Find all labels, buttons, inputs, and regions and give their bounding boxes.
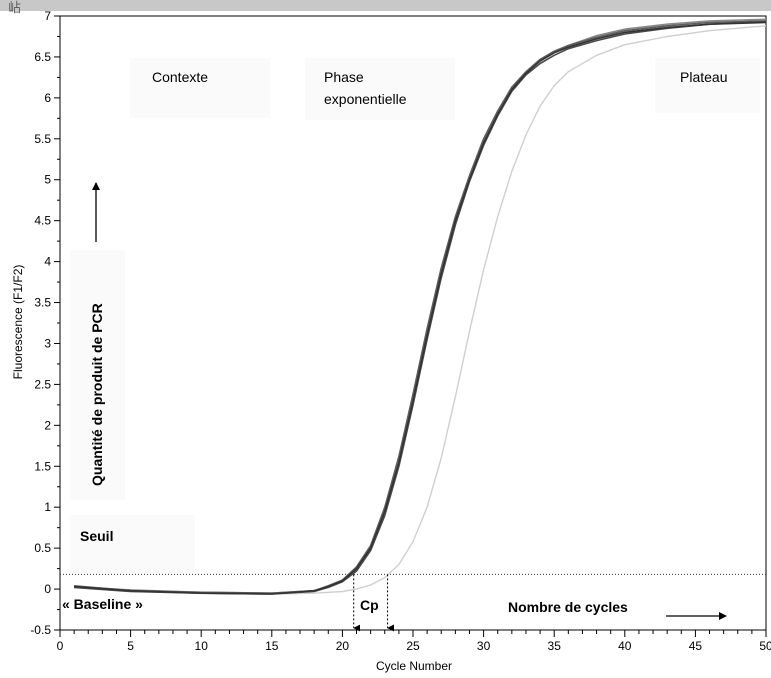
x-tick-label: 50 <box>759 639 771 653</box>
x-tick-label: 0 <box>57 639 64 653</box>
x-tick-label: 20 <box>336 639 350 653</box>
x-tick-label: 25 <box>406 639 420 653</box>
series-lines <box>74 18 767 595</box>
phase-label-box <box>305 58 455 120</box>
y-tick-label: 1.5 <box>34 459 51 473</box>
phase-label-line2: exponentielle <box>324 91 407 107</box>
cp-label: Cp <box>360 597 379 613</box>
x-tick-label: 5 <box>127 639 134 653</box>
corner-glyph: 岾 <box>8 0 21 15</box>
x-tick-label: 35 <box>548 639 562 653</box>
seuil-label: Seuil <box>80 528 113 544</box>
phase-label-line1: Phase <box>324 69 364 85</box>
contexte-label-box <box>130 58 270 118</box>
y-tick-label: 0.5 <box>34 541 51 555</box>
y-axis-title: Fluorescence (F1/F2) <box>11 265 25 380</box>
y-tick-label: 5.5 <box>34 132 51 146</box>
y-tick-label: 3.5 <box>34 296 51 310</box>
contexte-label: Contexte <box>152 69 208 85</box>
y-tick-label: 4.5 <box>34 214 51 228</box>
series-line-5 <box>74 25 767 595</box>
window-top-strip <box>0 0 771 11</box>
y-tick-label: 1 <box>44 500 51 514</box>
seuil-label-box <box>70 515 195 573</box>
y-tick-label: 4 <box>44 255 51 269</box>
x-tick-label: 15 <box>265 639 279 653</box>
baseline-label: « Baseline » <box>62 596 143 612</box>
x-tick-label: 40 <box>618 639 632 653</box>
x-tick-label: 10 <box>195 639 209 653</box>
x-tick-label: 45 <box>689 639 703 653</box>
y-tick-label: 3 <box>44 336 51 350</box>
y-tick-label: -0.5 <box>30 623 51 637</box>
plateau-label: Plateau <box>680 69 727 85</box>
y-tick-label: 2.5 <box>34 377 51 391</box>
series-line-1 <box>74 21 767 595</box>
x-tick-label: 30 <box>477 639 491 653</box>
quantite-label-box <box>70 250 125 500</box>
y-axis-ticks: -0.5 0 0.5 1 1.5 2 2.5 3 3.5 4 4.5 5 5.5 6 6.5 7 <box>30 9 60 637</box>
y-tick-label: 2 <box>44 418 51 432</box>
x-axis-title: Cycle Number <box>376 659 452 673</box>
y-tick-label: 6 <box>44 91 51 105</box>
y-tick-label: 0 <box>44 582 51 596</box>
nombre-cycles-label: Nombre de cycles <box>508 599 628 615</box>
y-tick-label: 5 <box>44 173 51 187</box>
plateau-label-box <box>655 58 760 113</box>
y-tick-label: 6.5 <box>34 50 51 64</box>
quantite-label: Quantité de produit de PCR <box>89 303 105 486</box>
y-tick-label: 7 <box>44 9 51 23</box>
x-axis-ticks: 0 5 10 15 20 25 30 35 40 45 50 <box>57 630 771 653</box>
